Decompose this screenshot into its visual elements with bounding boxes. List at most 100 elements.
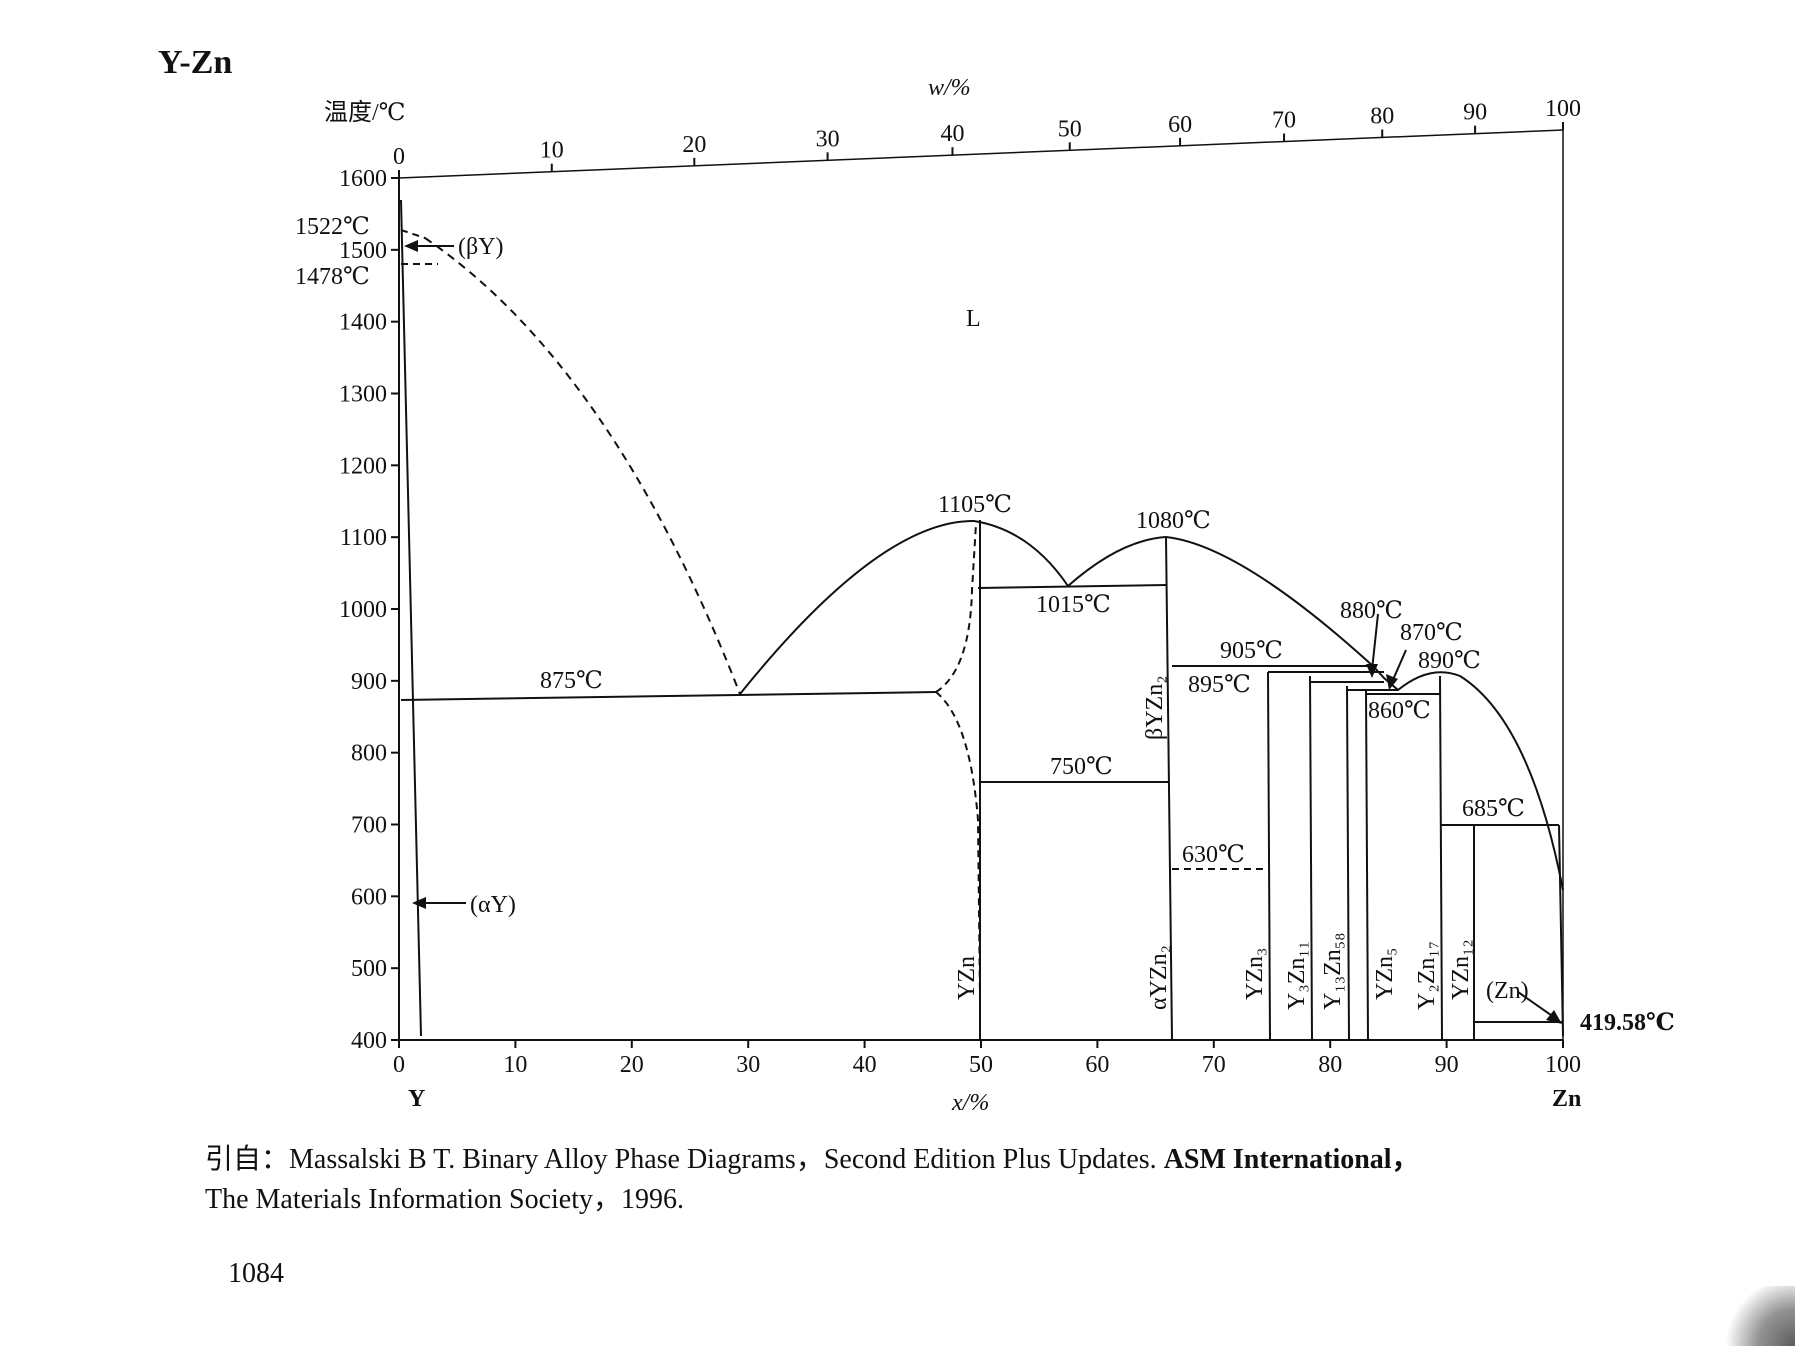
x-tick-label: 60 [1085,1052,1109,1078]
top-axis-ticks: 0 10 20 30 40 50 60 70 80 90 100 [393,96,1581,178]
y-tick-label: 1500 [339,238,387,264]
y-tick-label: 1300 [339,382,387,408]
label-1105: 1105℃ [938,492,1012,518]
label-yzn3: YZn₃ [1242,948,1268,1000]
bottom-axis-title: x/% [951,1090,989,1116]
label-1478: 1478℃ [295,264,370,290]
y-tick-label: 700 [351,813,387,839]
liquidus-zn-rich [1373,666,1564,891]
element-left: Y [408,1086,425,1112]
y-solidus [400,199,422,1037]
x-tick-label: 40 [853,1052,877,1078]
arrow-870-head [1386,674,1398,690]
x-tick-label: 100 [1545,1052,1581,1078]
top-tick-label: 20 [682,132,706,158]
label-yzn5: YZn₅ [1372,948,1398,1000]
top-axis [398,129,1564,179]
label-1015: 1015℃ [1036,592,1111,618]
x-tick-label: 80 [1318,1052,1342,1078]
scan-speckle [1725,1286,1795,1346]
element-right: Zn [1552,1086,1581,1112]
y-tick-label: 1600 [339,166,387,192]
y-axis-title: 温度/℃ [324,99,406,126]
yzn5-line [1365,689,1369,1041]
label-beta-y: (βY) [458,234,504,260]
yzn-boundary-upper [935,523,977,693]
label-zn-solid: (Zn) [1486,978,1529,1004]
x-tick-label: 20 [620,1052,644,1078]
page-number: 1084 [228,1258,284,1289]
top-tick-label: 50 [1058,116,1082,142]
y2zn17-line [1439,675,1443,1041]
liquidus-yzn-right [973,520,1069,587]
top-tick-label: 90 [1463,100,1487,126]
arrow-880-head [1366,664,1378,678]
y-tick-label: 400 [351,1028,387,1054]
arrow-zn-head [1546,1010,1562,1024]
liquidus-yzn-left [739,519,975,695]
x-tick-label: 0 [393,1052,405,1078]
arrow-beta-y-head [404,240,418,252]
label-beta-yzn2: βYZn₂ [1142,675,1168,740]
arrow-alpha-y-head [412,897,426,909]
label-860: 860℃ [1368,698,1431,724]
page-title: Y-Zn [158,44,233,81]
x-tick-label: 70 [1202,1052,1226,1078]
phase-diagram: 4005006007008009001000110012001300140015… [295,75,1675,1116]
arrow-870 [1391,649,1407,683]
label-alpha-y: (αY) [470,892,516,918]
y-tick-label: 600 [351,884,387,910]
liquidus-y-rich [424,237,741,695]
top-tick-label: 100 [1545,96,1581,122]
peritectic-1015 [977,584,1167,589]
label-liquid: L [966,306,981,332]
top-tick-label: 0 [393,144,405,170]
citation-line-1: 引自：Massalski B T. Binary Alloy Phase Dia… [205,1140,1785,1180]
y-tick-label: 1100 [340,525,387,551]
x-axis-ticks: 0 10 20 30 40 50 60 70 80 90 100 [393,1040,1581,1078]
label-895: 895℃ [1188,672,1251,698]
citation-publisher: ASM International， [1163,1144,1420,1175]
top-tick-label: 70 [1272,108,1296,134]
top-tick-label: 80 [1370,103,1394,129]
label-1080: 1080℃ [1136,508,1211,534]
citation: 引自：Massalski B T. Binary Alloy Phase Dia… [205,1140,1785,1220]
label-y13zn58: Y₁₃Zn₅₈ [1320,933,1346,1010]
y-tick-label: 800 [351,741,387,767]
label-880: 880℃ [1340,598,1403,624]
top-tick-label: 10 [540,138,564,164]
citation-source: 引自：Massalski B T. Binary Alloy Phase Dia… [205,1144,1157,1175]
label-yzn: YZn [954,956,980,1000]
label-905: 905℃ [1220,638,1283,664]
arrow-880 [1371,613,1379,671]
yzn3-line [1267,671,1271,1041]
top-tick-label: 30 [816,126,840,152]
x-tick-label: 50 [969,1052,993,1078]
label-y3zn11: Y₃Zn₁₁ [1284,941,1310,1010]
label-875: 875℃ [540,668,603,694]
label-y2zn17: Y₂Zn₁₇ [1414,941,1440,1010]
label-750: 750℃ [1050,754,1113,780]
label-630: 630℃ [1182,842,1245,868]
y-tick-label: 1400 [339,310,387,336]
top-axis-title: w/% [928,75,971,101]
label-1522: 1522℃ [295,214,370,240]
yzn-boundary-lower [935,691,981,1001]
y-tick-label: 900 [351,669,387,695]
x-tick-label: 90 [1435,1052,1459,1078]
top-tick-label: 40 [940,121,964,147]
yzn2-line [1165,536,1173,1041]
x-tick-label: 10 [503,1052,527,1078]
label-890: 890℃ [1418,648,1481,674]
y13zn58-line [1346,685,1350,1041]
label-419: 419.58℃ [1580,1010,1675,1036]
eutectic-875 [400,691,937,701]
label-alpha-yzn2: αYZn₂ [1146,945,1172,1010]
liquidus-yzn2 [1067,535,1375,668]
citation-line-2: The Materials Information Society，1996. [205,1184,684,1215]
beta-y-dash-1522 [400,229,426,239]
y-tick-label: 1200 [339,453,387,479]
label-685: 685℃ [1462,796,1525,822]
y-tick-label: 500 [351,956,387,982]
top-tick-label: 60 [1168,112,1192,138]
